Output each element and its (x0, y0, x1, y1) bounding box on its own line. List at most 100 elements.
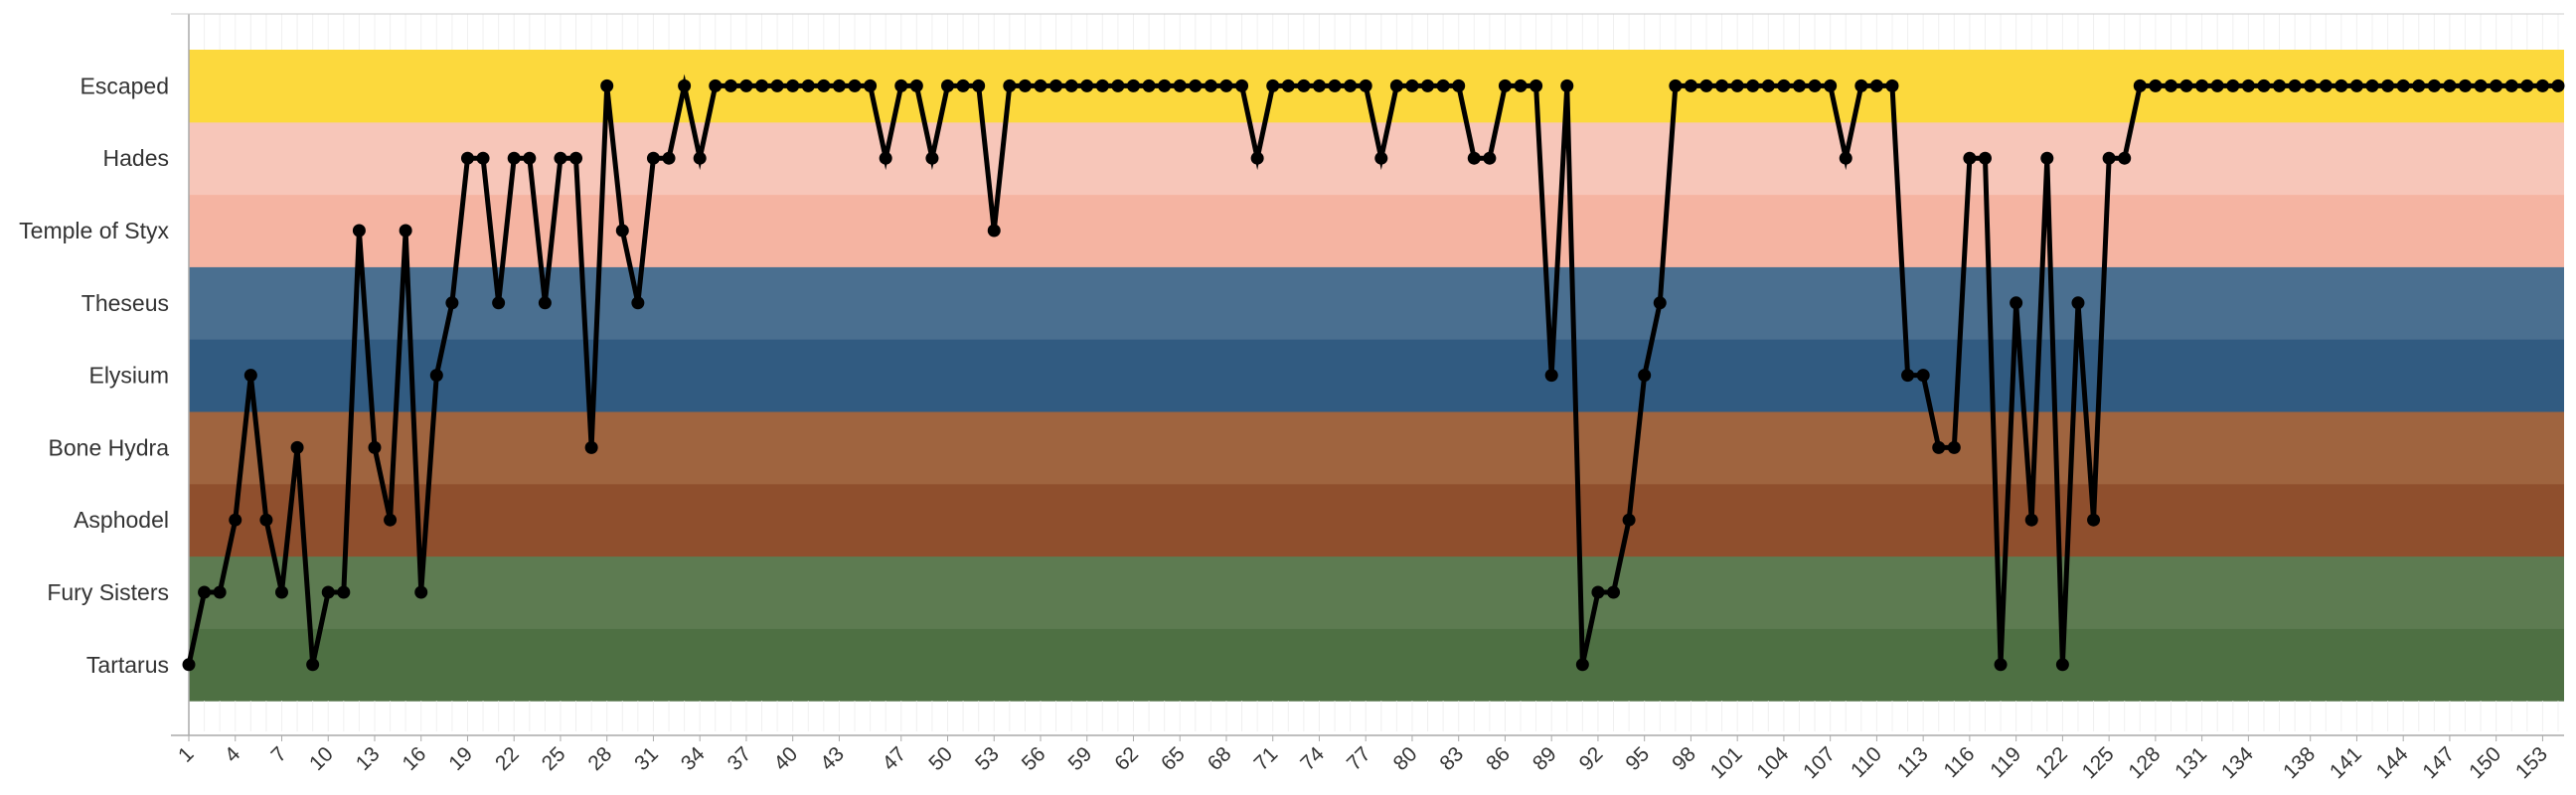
data-point[interactable] (2551, 79, 2565, 92)
data-point[interactable] (1235, 79, 1249, 92)
data-point[interactable] (1730, 79, 1744, 92)
data-point[interactable] (615, 224, 629, 238)
data-point[interactable] (956, 79, 970, 92)
data-point[interactable] (2024, 513, 2038, 527)
data-point[interactable] (2396, 79, 2410, 92)
data-point[interactable] (2288, 79, 2302, 92)
data-point[interactable] (2055, 658, 2069, 672)
data-point[interactable] (1715, 79, 1729, 92)
data-point[interactable] (507, 151, 521, 165)
data-point[interactable] (1219, 79, 1233, 92)
data-point[interactable] (2504, 79, 2518, 92)
data-point[interactable] (1328, 79, 1342, 92)
data-point[interactable] (1869, 79, 1883, 92)
data-point[interactable] (2520, 79, 2534, 92)
data-point[interactable] (987, 224, 1001, 238)
data-point[interactable] (2257, 79, 2271, 92)
data-point[interactable] (213, 585, 227, 599)
data-point[interactable] (1312, 79, 1326, 92)
data-point[interactable] (2304, 79, 2318, 92)
data-point[interactable] (1281, 79, 1295, 92)
data-point[interactable] (2102, 151, 2116, 165)
data-point[interactable] (1808, 79, 1822, 92)
data-point[interactable] (1250, 151, 1264, 165)
data-point[interactable] (1792, 79, 1806, 92)
data-point[interactable] (445, 296, 459, 310)
data-point[interactable] (972, 79, 986, 92)
data-point[interactable] (584, 440, 598, 454)
data-point[interactable] (554, 151, 567, 165)
data-point[interactable] (2535, 79, 2549, 92)
data-point[interactable] (724, 79, 737, 92)
data-point[interactable] (925, 151, 939, 165)
data-point[interactable] (414, 585, 428, 599)
data-point[interactable] (2164, 79, 2177, 92)
data-point[interactable] (1095, 79, 1109, 92)
data-point[interactable] (2319, 79, 2333, 92)
data-point[interactable] (755, 79, 769, 92)
data-point[interactable] (2241, 79, 2255, 92)
data-point[interactable] (259, 513, 273, 527)
data-point[interactable] (2474, 79, 2488, 92)
data-point[interactable] (2334, 79, 2348, 92)
data-point[interactable] (631, 296, 645, 310)
data-point[interactable] (569, 151, 583, 165)
data-point[interactable] (662, 151, 676, 165)
data-point[interactable] (1018, 79, 1032, 92)
data-point[interactable] (2195, 79, 2209, 92)
data-point[interactable] (352, 224, 366, 238)
data-point[interactable] (229, 513, 242, 527)
data-point[interactable] (1994, 658, 2008, 672)
data-point[interactable] (1111, 79, 1125, 92)
data-point[interactable] (523, 151, 537, 165)
data-point[interactable] (770, 79, 784, 92)
data-point[interactable] (2381, 79, 2395, 92)
data-point[interactable] (476, 151, 490, 165)
data-point[interactable] (368, 440, 382, 454)
data-point[interactable] (600, 79, 614, 92)
data-point[interactable] (1344, 79, 1358, 92)
data-point[interactable] (274, 585, 288, 599)
data-point[interactable] (1467, 151, 1481, 165)
data-point[interactable] (1669, 79, 1683, 92)
data-point[interactable] (2349, 79, 2363, 92)
data-point[interactable] (1049, 79, 1063, 92)
data-point[interactable] (848, 79, 862, 92)
data-point[interactable] (1530, 79, 1543, 92)
data-point[interactable] (1901, 369, 1915, 383)
data-point[interactable] (2365, 79, 2379, 92)
data-point[interactable] (786, 79, 800, 92)
data-point[interactable] (1607, 585, 1621, 599)
data-point[interactable] (1575, 658, 1589, 672)
data-point[interactable] (1777, 79, 1791, 92)
data-point[interactable] (198, 585, 212, 599)
data-point[interactable] (2179, 79, 2193, 92)
data-point[interactable] (2133, 79, 2147, 92)
data-point[interactable] (1514, 79, 1528, 92)
data-point[interactable] (1297, 79, 1311, 92)
data-point[interactable] (1389, 79, 1403, 92)
data-point[interactable] (1003, 79, 1017, 92)
data-point[interactable] (1854, 79, 1868, 92)
data-point[interactable] (399, 224, 412, 238)
data-point[interactable] (1359, 79, 1372, 92)
data-point[interactable] (2010, 296, 2023, 310)
data-point[interactable] (1839, 151, 1852, 165)
data-point[interactable] (1034, 79, 1047, 92)
data-point[interactable] (429, 369, 443, 383)
data-point[interactable] (1963, 151, 1977, 165)
data-point[interactable] (1266, 79, 1280, 92)
data-point[interactable] (894, 79, 908, 92)
data-point[interactable] (941, 79, 955, 92)
data-point[interactable] (538, 296, 552, 310)
data-point[interactable] (337, 585, 351, 599)
data-point[interactable] (1622, 513, 1636, 527)
data-point[interactable] (1142, 79, 1156, 92)
data-point[interactable] (1932, 440, 1946, 454)
data-point[interactable] (909, 79, 923, 92)
data-point[interactable] (1653, 296, 1667, 310)
data-point[interactable] (1699, 79, 1713, 92)
data-point[interactable] (1189, 79, 1203, 92)
data-point[interactable] (1173, 79, 1187, 92)
data-point[interactable] (1405, 79, 1419, 92)
